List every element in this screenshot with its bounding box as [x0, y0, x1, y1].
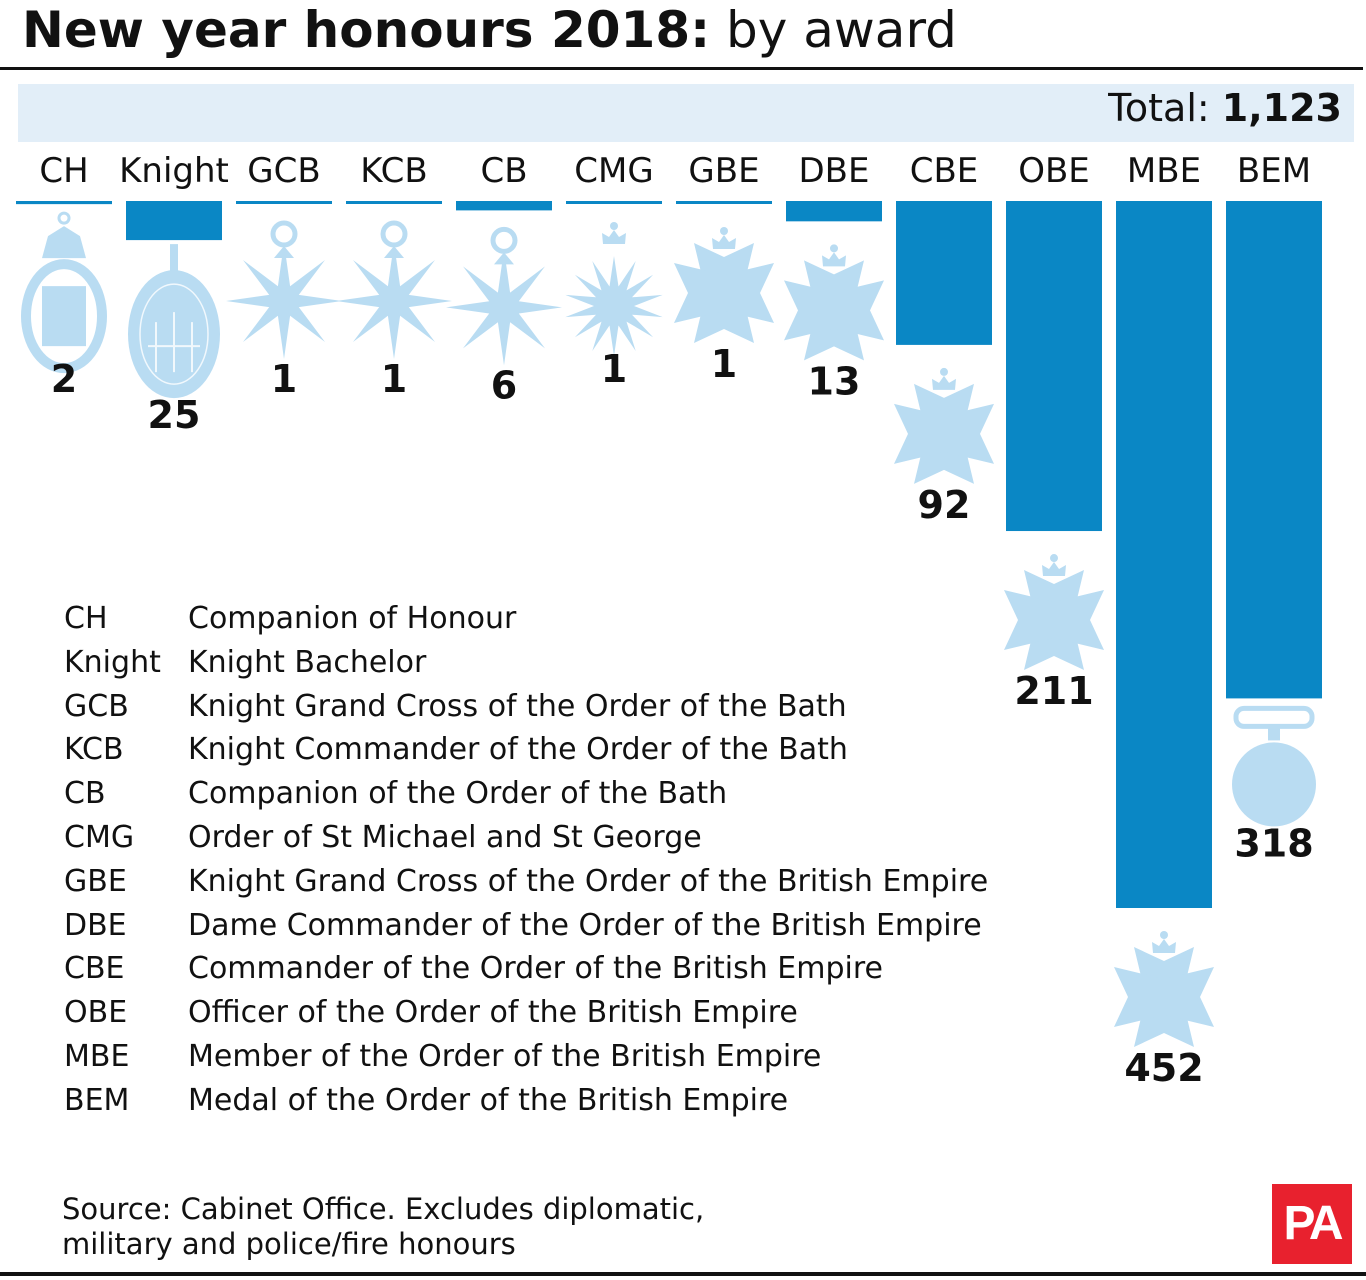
bar — [456, 201, 552, 211]
legend-code: CB — [64, 776, 106, 812]
knight-badge-icon — [128, 244, 220, 399]
legend-code: OBE — [64, 995, 128, 1031]
legend-name: Officer of the Order of the British Empi… — [188, 995, 798, 1031]
source-note: Source: Cabinet Office. Excludes diploma… — [62, 1192, 704, 1262]
legend-row: GBE Knight Grand Cross of the Order of th… — [64, 861, 988, 905]
bath-star-icon — [226, 220, 342, 359]
cross-patonce-icon — [894, 367, 994, 484]
legend: CH Companion of Honour Knight Knight Bachel… — [64, 598, 988, 1124]
legend-name: Commander of the Order of the British Em… — [188, 951, 883, 987]
legend-name: Member of the Order of the British Empir… — [188, 1038, 822, 1074]
bar — [346, 201, 442, 204]
bath-star-icon — [336, 220, 452, 359]
legend-code: GCB — [64, 688, 129, 724]
legend-row: CB Companion of the Order of the Bath — [64, 773, 988, 817]
legend-row: CMG Order of St Michael and St George — [64, 817, 988, 861]
bar — [896, 201, 992, 345]
bottom-rule — [0, 1272, 1366, 1276]
category-label: DBE — [799, 151, 870, 191]
bar — [1226, 201, 1322, 699]
legend-name: Dame Commander of the Order of the Briti… — [188, 907, 982, 943]
legend-row: CH Companion of Honour — [64, 598, 988, 642]
legend-name: Knight Grand Cross of the Order of the B… — [188, 863, 989, 899]
legend-code: DBE — [64, 907, 127, 943]
category-label: GBE — [688, 151, 759, 191]
value-label: 211 — [1014, 669, 1093, 713]
legend-row: GCB Knight Grand Cross of the Order of th… — [64, 686, 988, 730]
category-label: CH — [39, 151, 88, 191]
legend-name: Medal of the Order of the British Empire — [188, 1082, 789, 1118]
legend-row: DBE Dame Commander of the Order of the Br… — [64, 905, 988, 949]
category-label: BEM — [1237, 151, 1311, 191]
chart-title: New year honours 2018: by award — [22, 0, 957, 60]
legend-row: BEM Medal of the Order of the British Emp… — [64, 1080, 988, 1124]
legend-code: BEM — [64, 1082, 130, 1118]
pa-logo: PA — [1272, 1184, 1352, 1264]
legend-name: Companion of the Order of the Bath — [188, 776, 728, 812]
cross-patonce-icon — [1004, 554, 1104, 671]
category-label: CMG — [574, 151, 653, 191]
bar — [126, 201, 222, 241]
category-label: Knight — [119, 151, 229, 191]
source-line-1: Source: Cabinet Office. Excludes diploma… — [62, 1192, 705, 1226]
bar — [676, 201, 772, 204]
legend-code: KCB — [64, 732, 124, 768]
category-label: CBE — [910, 151, 979, 191]
legend-row: Knight Knight Bachelor — [64, 642, 988, 686]
legend-code: CBE — [64, 951, 125, 987]
value-label: 6 — [491, 363, 517, 407]
legend-code: CH — [64, 601, 108, 636]
value-label: 318 — [1234, 821, 1313, 865]
value-label: 452 — [1124, 1046, 1203, 1090]
category-label: KCB — [360, 151, 428, 191]
legend-name: Order of St Michael and St George — [188, 819, 702, 855]
bar — [566, 201, 662, 204]
value-label: 2 — [51, 357, 77, 401]
value-label: 1 — [381, 357, 407, 401]
bar — [786, 201, 882, 222]
legend-name: Companion of Honour — [188, 601, 517, 636]
value-label: 1 — [271, 357, 297, 401]
title-rule — [0, 67, 1363, 70]
legend-row: OBE Officer of the Order of the British E… — [64, 992, 988, 1036]
value-label: 25 — [148, 393, 201, 437]
legend-code: CMG — [64, 819, 135, 855]
legend-code: GBE — [64, 863, 127, 899]
category-label: OBE — [1018, 151, 1090, 191]
bar — [1116, 201, 1212, 908]
cross-patonce-icon — [784, 244, 884, 361]
legend-row: CBE Commander of the Order of the British… — [64, 948, 988, 992]
title-regular: by award — [726, 1, 957, 59]
legend-code: Knight — [64, 644, 161, 680]
source-line-2: military and police/fire honours — [62, 1227, 516, 1261]
bath-star-icon — [446, 226, 562, 366]
category-label: CB — [480, 151, 527, 191]
legend-row: KCB Knight Commander of the Order of the … — [64, 729, 988, 773]
legend-name: Knight Grand Cross of the Order of the B… — [188, 688, 847, 724]
legend-name: Knight Bachelor — [188, 644, 427, 680]
bar — [16, 201, 112, 205]
bar — [1006, 201, 1102, 532]
legend-row: MBE Member of the Order of the British Em… — [64, 1036, 988, 1080]
category-label: MBE — [1127, 151, 1201, 191]
legend-code: MBE — [64, 1038, 130, 1074]
value-label: 92 — [918, 483, 971, 527]
st-michael-star-icon — [565, 222, 663, 356]
total-readout: Total: 1,123 — [1108, 85, 1342, 131]
bar — [236, 201, 332, 204]
cross-patonce-icon — [1114, 931, 1214, 1047]
value-label: 13 — [808, 359, 861, 403]
cross-patonce-icon — [674, 227, 774, 343]
legend-name: Knight Commander of the Order of the Bat… — [188, 732, 848, 768]
ch-medal-icon — [21, 211, 107, 374]
total-band — [18, 84, 1354, 142]
total-value: 1,123 — [1221, 86, 1342, 130]
total-label: Total: — [1108, 86, 1210, 130]
title-bold: New year honours 2018: — [22, 1, 711, 59]
value-label: 1 — [601, 347, 627, 391]
round-medal-icon — [1232, 705, 1316, 827]
category-label: GCB — [247, 151, 320, 191]
value-label: 1 — [711, 342, 737, 386]
